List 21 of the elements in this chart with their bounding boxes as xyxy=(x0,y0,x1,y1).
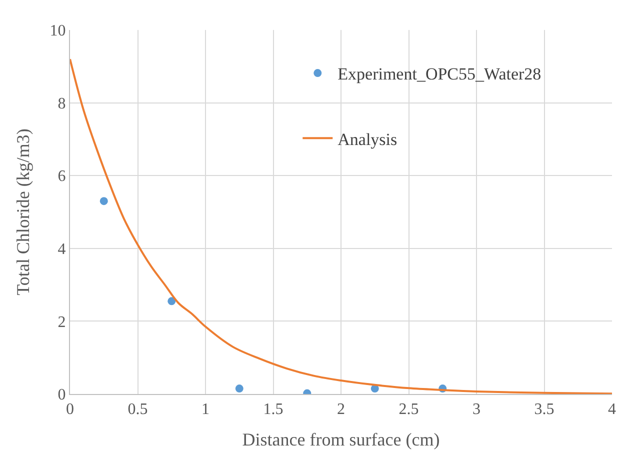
x-tick-label: 1 xyxy=(202,401,210,418)
x-tick-label: 2.5 xyxy=(398,401,419,418)
y-tick-label: 10 xyxy=(50,22,66,40)
point xyxy=(235,384,244,393)
x-axis-title: Distance from surface (cm) xyxy=(242,429,440,450)
y-tick-label: 6 xyxy=(58,168,66,186)
x-tick-label: 1.5 xyxy=(263,401,284,418)
point xyxy=(168,297,176,306)
y-tick-label: 8 xyxy=(58,95,66,112)
y-tick-label: 2 xyxy=(58,314,66,331)
point xyxy=(100,197,108,206)
x-tick-label: 3.5 xyxy=(534,401,554,418)
y-tick-label: 0 xyxy=(58,386,66,404)
legend-label: Experiment_OPC55_Water28 xyxy=(338,64,542,84)
legend-label: Analysis xyxy=(338,130,398,149)
x-tick-label: 2 xyxy=(337,401,345,418)
y-tick-label: 4 xyxy=(58,241,66,258)
x-tick-label: 3 xyxy=(472,401,480,418)
x-tick-label: 0.5 xyxy=(128,401,148,418)
y-axis-title: Total Chloride (kg/m3) xyxy=(13,128,33,296)
x-tick-label: 4 xyxy=(608,401,616,418)
